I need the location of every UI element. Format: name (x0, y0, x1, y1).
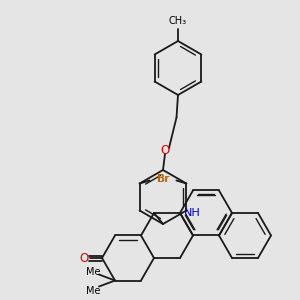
Text: CH₃: CH₃ (169, 16, 187, 26)
Text: Br: Br (157, 173, 168, 184)
Text: O: O (160, 143, 169, 157)
Text: Me: Me (86, 286, 100, 296)
Text: O: O (80, 251, 88, 265)
Text: NH: NH (184, 208, 200, 218)
Text: Me: Me (86, 266, 100, 277)
Text: Br: Br (158, 173, 170, 184)
